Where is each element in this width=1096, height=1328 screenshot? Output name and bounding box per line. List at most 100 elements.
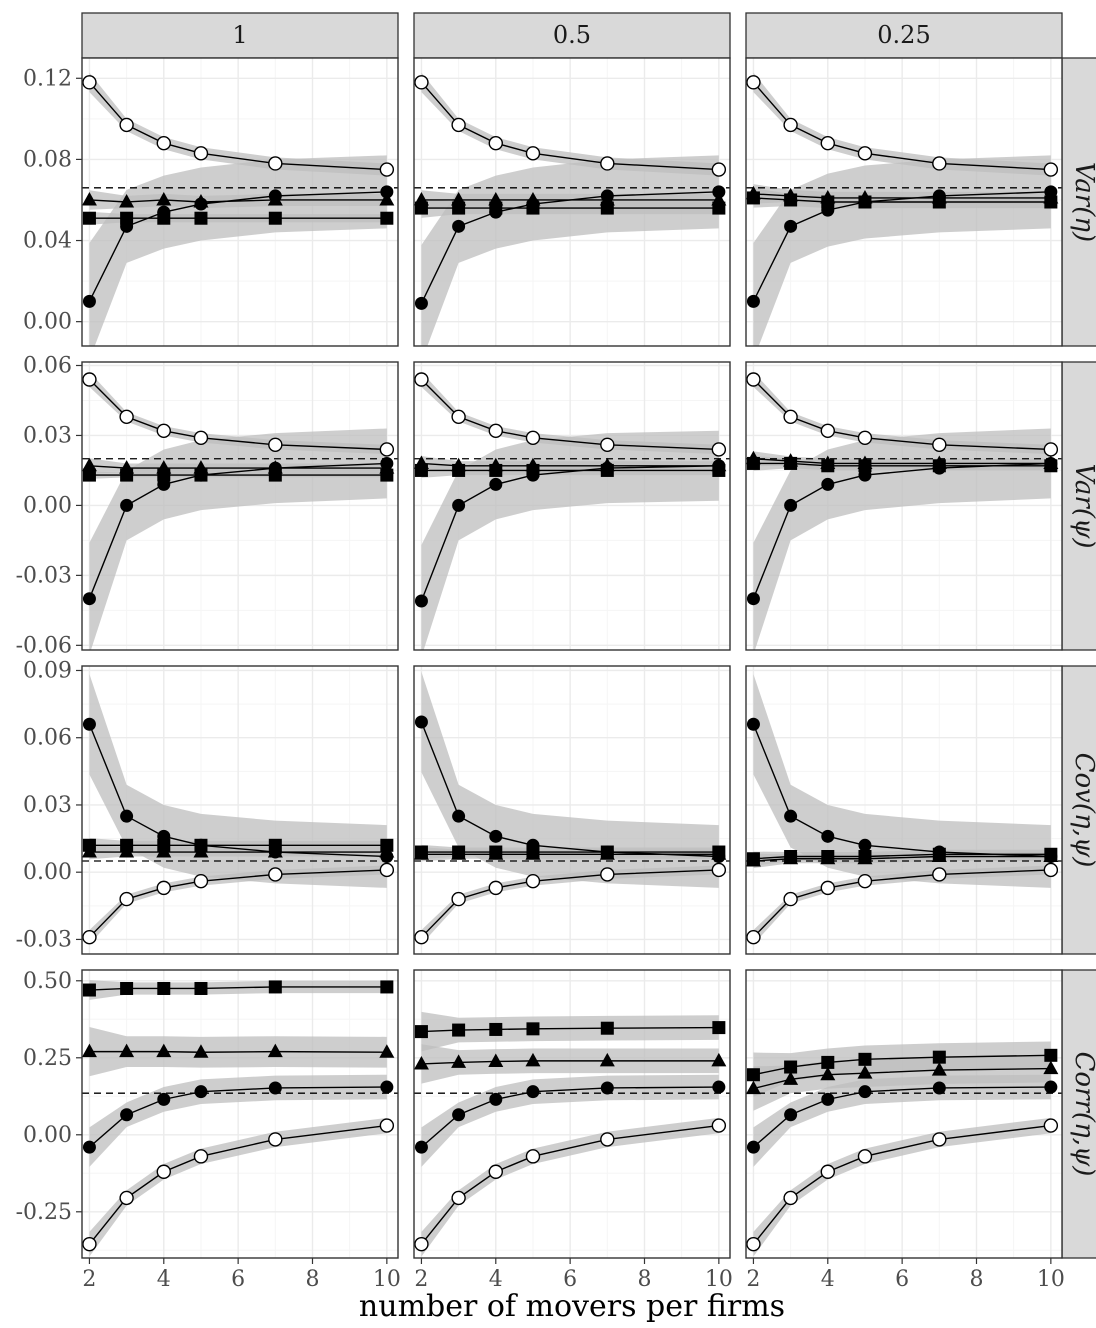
point-open-circle (268, 156, 283, 171)
panel-content (82, 674, 398, 945)
point-square (194, 838, 208, 852)
point-open-circle (820, 880, 835, 896)
panel-frame (745, 969, 1063, 1259)
point-triangle (820, 1066, 836, 1081)
point-filled-circle (746, 1140, 760, 1154)
x-tick-label: 4 (821, 1267, 835, 1292)
point-filled-circle (821, 477, 835, 491)
point-square (858, 1052, 872, 1066)
panel-r3-c2 (745, 969, 1063, 1259)
point-triangle (119, 194, 135, 208)
point-square (489, 201, 503, 215)
point-square (268, 211, 282, 225)
y-tick-label: 0.06 (23, 726, 72, 751)
point-open-circle (82, 1236, 97, 1252)
point-open-circle (525, 146, 541, 161)
point-triangle (119, 1043, 135, 1058)
panel-r1-c1 (413, 361, 731, 651)
point-square (120, 211, 134, 225)
point-filled-circle (746, 592, 760, 606)
point-square (600, 1021, 614, 1035)
y-tick-label: 0.04 (23, 229, 72, 254)
point-triangle (783, 1071, 799, 1085)
point-square (380, 838, 394, 852)
point-square (452, 1023, 466, 1037)
point-square (712, 845, 726, 859)
row-strip-label-2: Cov(η,ψ) (1069, 753, 1096, 868)
panel-r1-c2 (745, 361, 1063, 651)
point-triangle (82, 191, 97, 206)
point-square (784, 193, 798, 207)
point-open-circle (600, 437, 615, 452)
point-triangle (857, 1065, 873, 1079)
point-square (380, 980, 394, 994)
point-square (268, 468, 282, 482)
point-filled-circle (600, 1081, 614, 1095)
point-open-circle (119, 1190, 134, 1206)
point-open-circle (711, 442, 727, 457)
point-open-circle (600, 156, 615, 171)
point-filled-circle (120, 809, 134, 823)
point-open-circle (156, 135, 171, 151)
point-square (746, 456, 760, 470)
point-filled-circle (414, 594, 428, 608)
panel-r2-c2 (745, 665, 1063, 955)
point-open-circle (820, 135, 835, 151)
point-triangle (379, 1044, 395, 1058)
panel-content (82, 980, 398, 1257)
point-square (1044, 195, 1058, 209)
point-open-circle (414, 1236, 429, 1252)
series-line-open-circle (752, 378, 1051, 451)
confidence-band-open-circle (753, 1117, 1051, 1257)
series-line-filled-circle (752, 462, 1051, 599)
panel-frame (413, 361, 731, 651)
point-open-circle (488, 135, 503, 151)
point-open-circle (119, 891, 134, 907)
point-filled-circle (746, 717, 760, 731)
y-tick-label: -0.06 (16, 633, 72, 658)
point-open-circle (268, 867, 283, 882)
x-tick-label: 10 (1037, 1267, 1065, 1292)
point-square (932, 1050, 946, 1064)
panel-content (746, 372, 1062, 650)
series-line-open-circle (420, 1124, 719, 1245)
point-open-circle (379, 1118, 395, 1133)
point-square (600, 845, 614, 859)
y-tick-label: 0.00 (23, 1123, 72, 1148)
point-square (1044, 847, 1058, 861)
point-square (82, 468, 96, 482)
point-filled-circle (194, 1085, 208, 1099)
series-line-filled-circle (752, 191, 1051, 302)
point-open-circle (746, 75, 761, 90)
column-strip-label-2: 0.25 (877, 21, 930, 49)
point-open-circle (932, 437, 947, 452)
point-filled-circle (380, 1080, 394, 1094)
x-tick-label: 8 (969, 1267, 983, 1292)
point-filled-circle (784, 1108, 798, 1122)
point-triangle (1043, 1060, 1059, 1075)
panel-r0-c2 (745, 57, 1063, 347)
panel-r1-c0 (81, 361, 399, 651)
y-tick-label: 0.00 (23, 493, 72, 518)
x-tick-label: 4 (489, 1267, 503, 1292)
point-square (120, 468, 134, 482)
point-open-circle (119, 409, 134, 425)
panel-frame (413, 969, 731, 1259)
point-triangle (414, 1055, 429, 1070)
confidence-band-open-circle (421, 1117, 719, 1257)
y-tick-label: -0.03 (16, 563, 72, 588)
series-line-open-circle (88, 1124, 387, 1245)
point-filled-circle (821, 1092, 835, 1106)
panel-content (82, 72, 398, 346)
point-filled-circle (268, 1081, 282, 1095)
point-open-circle (451, 409, 466, 425)
point-open-circle (414, 75, 429, 90)
series-line-filled-circle (88, 462, 387, 599)
point-open-circle (746, 929, 761, 945)
point-square (380, 468, 394, 482)
point-open-circle (414, 929, 429, 945)
point-square (194, 468, 208, 482)
point-open-circle (82, 372, 97, 387)
panels (81, 57, 1063, 1259)
